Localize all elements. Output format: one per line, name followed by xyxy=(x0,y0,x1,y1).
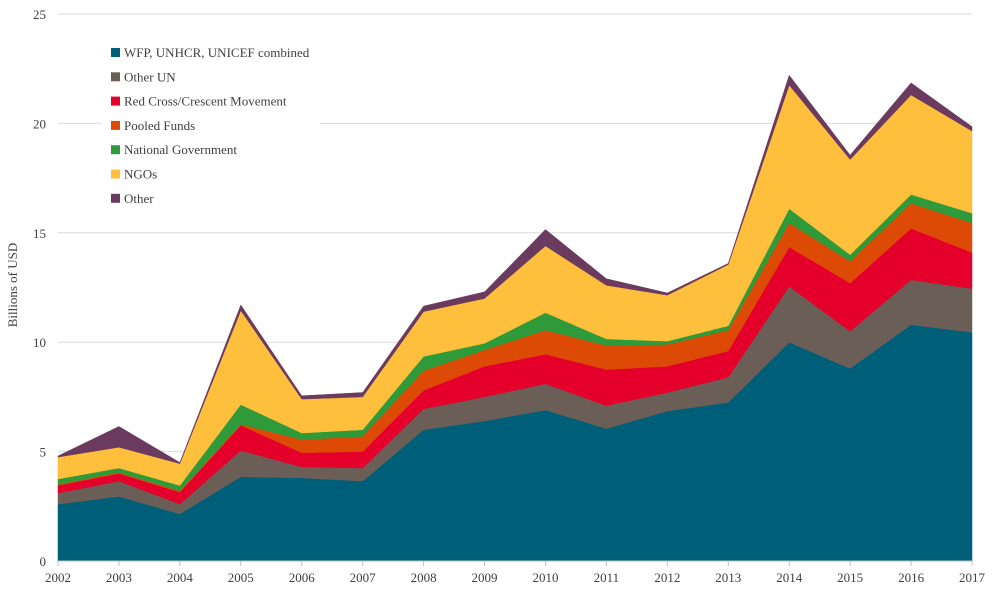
legend-swatch xyxy=(111,169,120,179)
legend-label: NGOs xyxy=(124,167,157,182)
legend-label: National Government xyxy=(124,142,237,157)
legend-swatch xyxy=(111,48,120,57)
legend: WFP, UNHCR, UNICEF combined Other UN Red C… xyxy=(111,45,310,206)
x-tick-label: 2017 xyxy=(959,570,986,585)
legend-swatch xyxy=(111,120,120,130)
x-tick-label: 2013 xyxy=(715,570,741,585)
area-series-group xyxy=(57,74,973,562)
legend-label: Red Cross/Crescent Movement xyxy=(124,94,287,109)
x-tick-label: 2006 xyxy=(289,570,316,585)
x-tick-label: 2015 xyxy=(837,570,863,585)
x-tick-label: 2005 xyxy=(228,570,254,585)
legend-background xyxy=(102,38,320,210)
area-series-6 xyxy=(57,74,973,464)
y-tick-label: 20 xyxy=(33,116,46,131)
y-tick-label: 25 xyxy=(33,7,46,22)
legend-label: Other xyxy=(124,191,154,206)
x-tick-label: 2009 xyxy=(472,570,498,585)
x-tick-label: 2002 xyxy=(45,570,71,585)
legend-swatch xyxy=(111,96,120,106)
x-tick-label: 2007 xyxy=(350,570,377,585)
y-axis-label: Billions of USD xyxy=(5,243,20,328)
y-tick-label: 5 xyxy=(40,445,47,460)
legend-swatch xyxy=(111,193,120,203)
legend-label: WFP, UNHCR, UNICEF combined xyxy=(124,45,310,60)
axes: 0 5 10 15 20 25 2002 2003 2004 2005 2006 2007 2008 20… xyxy=(33,7,986,585)
y-tick-label: 0 xyxy=(40,554,47,569)
x-tick-label: 2014 xyxy=(776,570,803,585)
legend-swatch xyxy=(111,72,120,82)
x-tick-label: 2010 xyxy=(532,570,558,585)
legend-swatch xyxy=(111,145,120,155)
legend-label: Pooled Funds xyxy=(124,118,195,133)
x-tick-label: 2012 xyxy=(654,570,680,585)
x-tick-label: 2004 xyxy=(167,570,194,585)
legend-panel xyxy=(102,38,320,210)
x-tick-label: 2003 xyxy=(106,570,132,585)
legend-label: Other UN xyxy=(124,69,176,84)
x-tick-label: 2011 xyxy=(594,570,620,585)
x-tick-label: 2016 xyxy=(898,570,925,585)
y-tick-label: 15 xyxy=(33,226,46,241)
x-tick-label: 2008 xyxy=(411,570,437,585)
y-tick-label: 10 xyxy=(33,335,46,350)
